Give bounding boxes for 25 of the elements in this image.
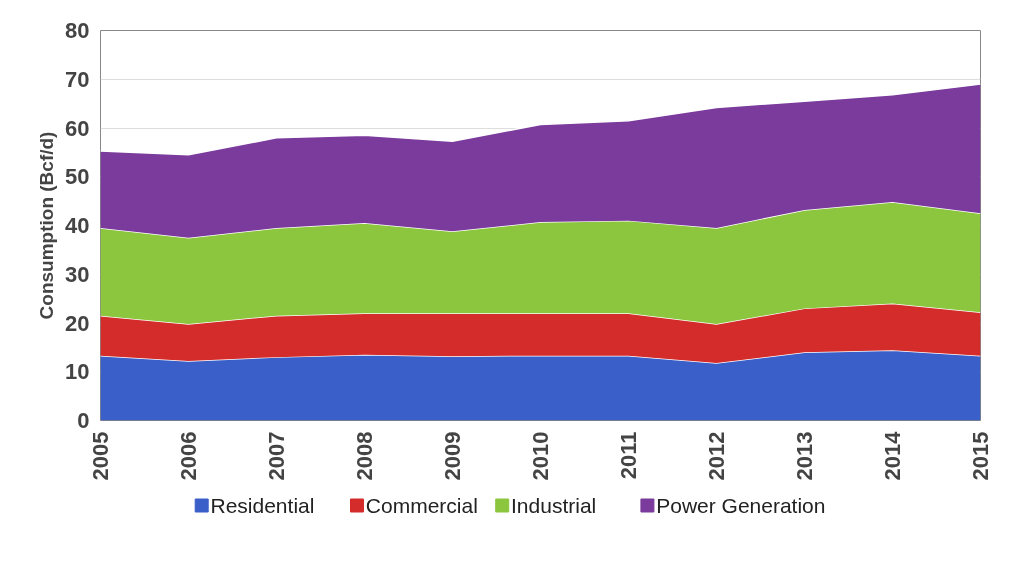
x-tick-label: 2008 — [352, 431, 377, 481]
legend-label: Industrial — [511, 494, 597, 517]
x-tick-label: 2009 — [440, 431, 465, 481]
x-tick-label: 2006 — [176, 431, 201, 481]
y-tick-label: 0 — [77, 408, 90, 433]
y-tick-label: 70 — [65, 66, 90, 92]
x-tick-label: 2014 — [880, 430, 905, 481]
y-tick-label: 20 — [65, 310, 90, 336]
y-tick-label: 40 — [65, 213, 90, 238]
y-tick-label: 80 — [65, 18, 90, 43]
y-tick-label: 10 — [65, 359, 90, 385]
y-tick-label: 50 — [65, 164, 90, 190]
x-tick-label: 2005 — [88, 431, 113, 481]
x-tick-label: 2013 — [792, 431, 817, 481]
x-tick-label: 2015 — [968, 431, 993, 481]
y-tick-label: 30 — [65, 261, 90, 287]
legend-label: Residential — [210, 494, 315, 517]
legend-label: Commercial — [365, 494, 478, 517]
x-tick-label: 2011 — [616, 431, 641, 480]
x-tick-label: 2012 — [704, 431, 729, 481]
y-tick-label: 60 — [65, 115, 90, 141]
legend-label: Power Generation — [656, 494, 826, 517]
y-axis-title: Consumption (Bcf/d) — [36, 131, 58, 320]
x-tick-label: 2007 — [264, 431, 289, 481]
x-tick-label: 2010 — [528, 431, 553, 481]
